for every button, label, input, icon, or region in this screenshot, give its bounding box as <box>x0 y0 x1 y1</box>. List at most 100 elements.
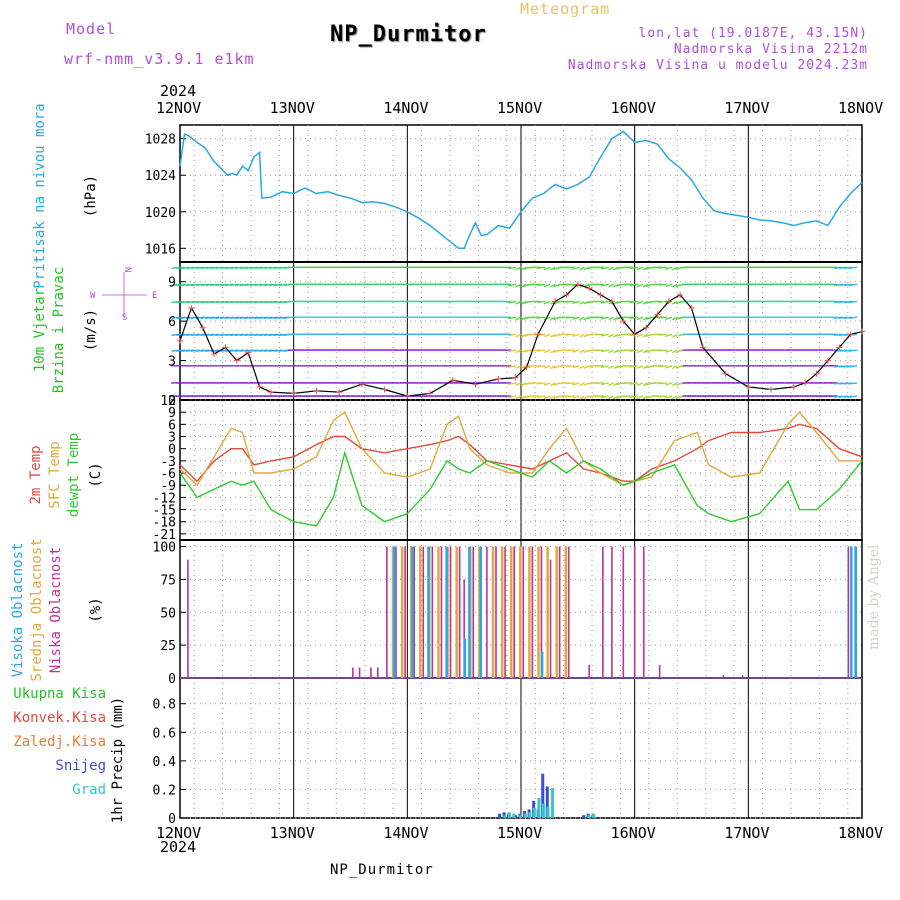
low-cloud-bar <box>531 546 534 678</box>
wind-gust-marker <box>563 291 570 298</box>
wind-arrow <box>550 266 556 271</box>
wind-arrow <box>600 382 609 386</box>
y-tick-label: -21 <box>153 528 176 543</box>
wind-arrow <box>672 349 678 354</box>
wind-arrow <box>550 349 556 354</box>
y-tick-label: 1016 <box>145 242 176 257</box>
wind-arrow <box>665 266 673 271</box>
compass-cross <box>102 272 147 318</box>
wind-gust-marker <box>290 390 297 397</box>
wind-arrow <box>642 349 649 354</box>
wind-arrow <box>507 266 517 270</box>
wind-arrow <box>600 395 609 399</box>
wind-arrow <box>665 395 673 399</box>
x-tick-label-bottom: 13NOV <box>270 824 315 842</box>
wind-arrow <box>543 365 551 369</box>
wind-arrow <box>565 316 575 319</box>
y-tick-label: 6 <box>168 418 176 433</box>
low-cloud-axis-label: Niska Oblacnost <box>48 547 64 673</box>
graupel-bar <box>587 815 591 818</box>
wind-gust-marker <box>643 324 650 331</box>
low-cloud-bar <box>504 546 506 678</box>
pressure-axis-label: Pritisak na nivou mora <box>32 103 48 288</box>
wind-arrow <box>672 365 678 370</box>
wind-arrow <box>536 300 546 304</box>
wind-arrow <box>658 316 668 319</box>
wind-gust-marker <box>313 387 320 394</box>
precip-unit-label: 1hr Precip (mm) <box>110 697 126 823</box>
x-tick-label-bottom: 15NOV <box>497 824 542 842</box>
wind-unit-label: (m/s) <box>83 309 99 351</box>
y-tick-label: 12 <box>160 394 176 409</box>
wind-arrow <box>672 395 678 400</box>
wind-arrow <box>543 316 551 321</box>
wind-arrow <box>600 300 609 304</box>
wind-arrow <box>572 365 580 369</box>
graupel-bar <box>528 812 532 818</box>
precip-legend-item: Ukupna Kisa <box>13 686 106 702</box>
y-tick-label: 0 <box>168 812 176 827</box>
wind-arrow <box>536 266 546 269</box>
chart-subtitle: Meteogram <box>520 0 611 18</box>
wind-arrow <box>636 316 644 321</box>
y-tick-label: -15 <box>153 504 176 519</box>
wind-arrow <box>608 333 614 338</box>
wind-arrow <box>515 283 522 288</box>
low-cloud-bar <box>187 559 189 678</box>
mid-cloud-bar <box>546 546 549 678</box>
wind-arrow <box>658 365 668 368</box>
wind-arrow <box>600 316 609 320</box>
wind-arrow <box>665 283 673 288</box>
wind-arrow <box>565 300 575 303</box>
wind-arrow <box>543 300 551 305</box>
sfc-line <box>179 411 862 487</box>
wind-arrow <box>550 395 556 400</box>
wind-arrow <box>515 395 522 400</box>
x-tick-label-top: 12NOV <box>156 99 201 117</box>
wind-arrow <box>642 382 649 387</box>
wind-arrow <box>642 316 649 321</box>
wind-arrow <box>565 266 575 269</box>
low-cloud-bar <box>588 664 590 678</box>
compass-n: N <box>122 267 132 272</box>
y-tick-label: -6 <box>160 467 176 482</box>
wind-arrow <box>543 382 551 386</box>
wind-arrow <box>536 365 546 368</box>
wind-gust-marker <box>427 390 434 397</box>
compass-s: S <box>122 313 127 323</box>
wind-axis-label-2: Brzina i Pravac <box>51 267 67 393</box>
wind-arrow <box>565 382 575 385</box>
low-cloud-bar <box>463 579 465 678</box>
wind-arrow <box>665 382 673 386</box>
low-cloud-bar <box>376 667 379 678</box>
graupel-bar <box>507 812 511 818</box>
low-cloud-bar <box>458 546 461 678</box>
wind-arrow <box>600 365 609 369</box>
low-cloud-bar <box>486 546 488 678</box>
wind-arrow <box>848 382 858 385</box>
wind-arrow <box>636 333 644 338</box>
wind-gust-marker <box>523 364 530 371</box>
wind-arrow <box>629 365 639 368</box>
year-bottom: 2024 <box>160 838 197 856</box>
wind-arrow <box>636 365 644 369</box>
dewpt-axis-label: dewpt Temp <box>66 433 82 517</box>
y-tick-label: 50 <box>160 606 176 621</box>
sfc-temp-axis-label: SFC Temp <box>47 441 63 508</box>
wind-arrow <box>536 316 546 319</box>
low-cloud-bar <box>386 546 388 678</box>
wind-arrow <box>550 365 556 370</box>
mid-cloud-axis-label: Srednja Oblacnost <box>29 538 45 681</box>
wind-arrow <box>629 266 639 270</box>
x-tick-label-bottom: 12NOV <box>156 824 201 842</box>
low-cloud-bar <box>522 546 525 678</box>
wind-gust-marker <box>495 375 502 382</box>
wind-gust-marker <box>256 383 263 390</box>
wind-arrow <box>543 333 551 338</box>
wind-arrow <box>608 283 614 288</box>
wind-gust-marker <box>790 383 797 390</box>
low-cloud-bar <box>611 546 613 678</box>
wind-arrow <box>572 300 580 305</box>
low-cloud-bar <box>413 546 415 678</box>
graupel-bar <box>537 798 541 818</box>
